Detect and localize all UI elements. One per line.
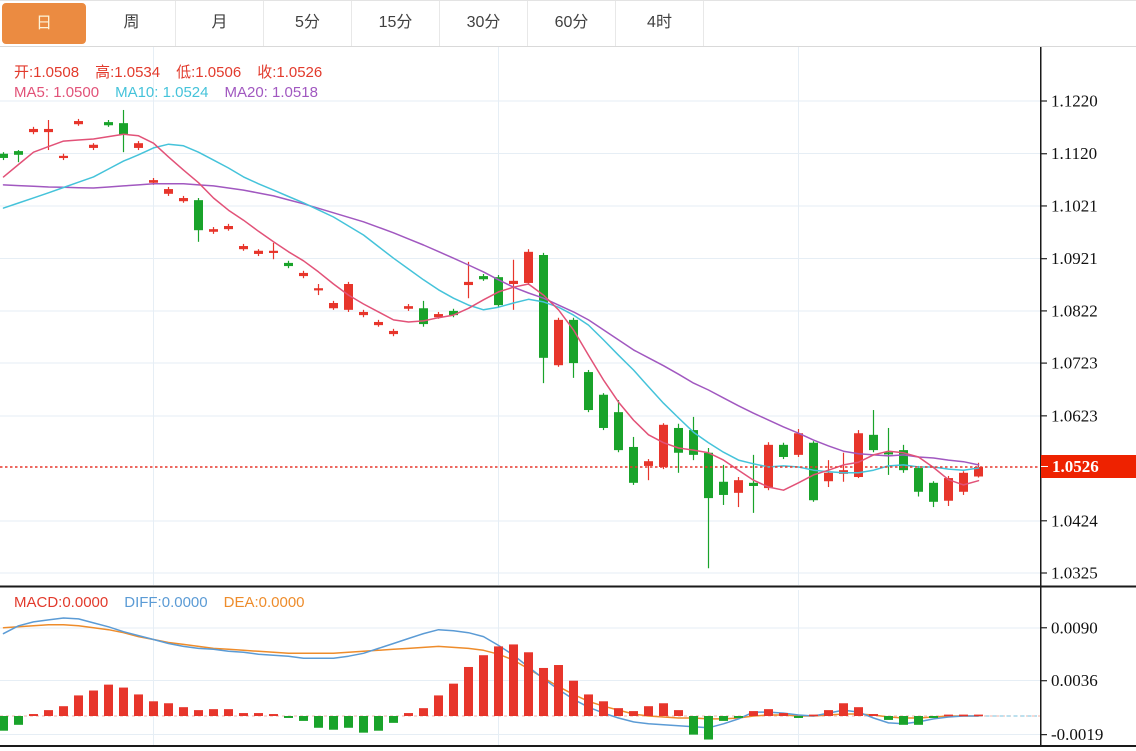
- tab-5min[interactable]: 5分: [264, 1, 352, 46]
- tab-4hour[interactable]: 4时: [616, 1, 704, 46]
- macd-row-item: DEA:0.0000: [224, 594, 305, 611]
- macd-info-row: MACD:0.0000 DIFF:0.0000 DEA:0.0000: [14, 594, 321, 611]
- ohlc-row-item: 低:1.0506: [176, 64, 241, 81]
- axis-tick-label: 1.0325: [1051, 563, 1098, 582]
- value: 0.0000: [258, 594, 305, 611]
- axis-tick-label: 1.1120: [1051, 144, 1097, 163]
- axis-tick-label: 0.0036: [1051, 671, 1098, 690]
- label: 收:: [257, 64, 277, 81]
- tab-day[interactable]: 日: [0, 1, 88, 46]
- value: 0.0000: [161, 594, 208, 611]
- label: 高:: [95, 64, 115, 81]
- macd-histogram: [0, 644, 983, 740]
- value: 1.0526: [276, 64, 323, 81]
- value: 1.0508: [33, 64, 80, 81]
- ma-lines: [2, 133, 980, 491]
- ma-row-item: MA20: 1.0518: [225, 84, 318, 101]
- macd-row-item: DIFF:0.0000: [124, 594, 207, 611]
- label: MA10:: [115, 84, 163, 101]
- macd-row-item: MACD:0.0000: [14, 594, 108, 611]
- axis-tick-label: -0.0019: [1051, 725, 1103, 744]
- ma10-line: [2, 143, 980, 474]
- ohlc-row-item: 收:1.0526: [257, 64, 322, 81]
- value: 1.0500: [53, 84, 100, 101]
- ma5-line: [2, 133, 980, 491]
- ohlc-row-item: 开:1.0508: [14, 64, 79, 81]
- tab-30min[interactable]: 30分: [440, 1, 528, 46]
- gridlines: [0, 47, 1040, 745]
- value: 1.0518: [272, 84, 318, 101]
- value: 1.0506: [195, 64, 242, 81]
- ma-info-row: MA5: 1.0500 MA10: 1.0524 MA20: 1.0518: [14, 84, 334, 101]
- tab-60min[interactable]: 60分: [528, 1, 616, 46]
- timeframe-tabbar: 日周月 5分 15分 30分 60分 4时: [0, 0, 1136, 47]
- ma-row-item: MA5: 1.0500: [14, 84, 99, 101]
- tab-week[interactable]: 周: [88, 1, 176, 46]
- axis-tick-label: 1.0623: [1051, 406, 1098, 425]
- value: 1.0534: [114, 64, 161, 81]
- ohlc-info-row: 开:1.0508 高:1.0534 低:1.0506 收:1.0526: [14, 61, 338, 82]
- axis-tick-label: 1.1220: [1051, 92, 1098, 111]
- axis-tick-label: 1.0424: [1051, 511, 1098, 530]
- tab-month[interactable]: 月: [176, 1, 264, 46]
- price-axis: 1.1220 1.1120 1.1021 1.0921 1.0822 1.0723 1.06…: [1041, 92, 1103, 744]
- label: MACD:: [14, 594, 63, 611]
- ohlc-row-item: 高:1.0534: [95, 64, 160, 81]
- axis-tick-label: 1.1021: [1051, 196, 1098, 215]
- tab-15min[interactable]: 15分: [352, 1, 440, 46]
- axis-tick-label: 1.0822: [1051, 301, 1098, 320]
- candles-layer: [0, 109, 983, 569]
- axis-tick-label: 0.0090: [1051, 618, 1098, 637]
- label: MA5:: [14, 84, 54, 101]
- value: 0.0000: [62, 594, 109, 611]
- ma20-line: [2, 183, 980, 466]
- label: MA20:: [224, 84, 273, 101]
- axis-tick-label: 1.0921: [1051, 249, 1098, 268]
- separators: [0, 47, 1136, 747]
- value: 1.0524: [162, 84, 209, 101]
- last-price-badge: 1.0526: [1041, 455, 1136, 478]
- label: DEA:: [223, 594, 259, 611]
- ma-row-item: MA10: 1.0524: [115, 84, 208, 101]
- label: 低:: [176, 64, 196, 81]
- label: DIFF:: [124, 594, 162, 611]
- label: 开:: [14, 64, 34, 81]
- axis-tick-label: 1.0723: [1051, 354, 1098, 373]
